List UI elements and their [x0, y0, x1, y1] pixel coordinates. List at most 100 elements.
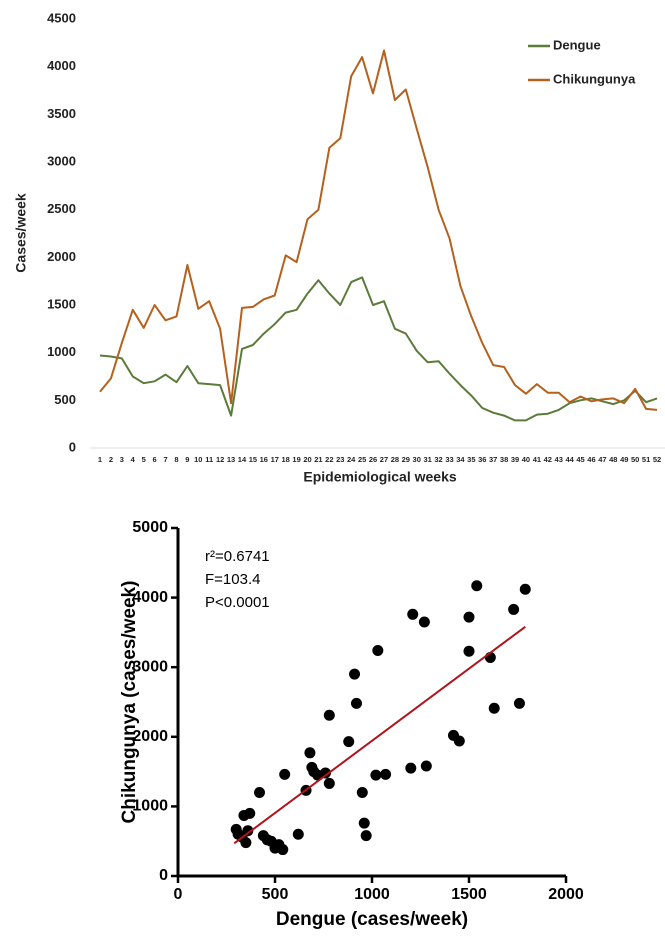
x-tick-label: 44	[565, 455, 574, 464]
point	[463, 645, 475, 657]
x-tick-label: 36	[478, 455, 486, 464]
x-tick-label: 20	[303, 455, 311, 464]
y-tick-label: 2500	[47, 201, 76, 216]
point	[370, 769, 382, 781]
y-axis-title: Chikungunya (cases/week)	[119, 581, 140, 824]
x-tick-label: 42	[544, 455, 552, 464]
x-tick-label: 23	[336, 455, 344, 464]
x-tick-label: 2	[109, 455, 113, 464]
x-tick-label: 14	[238, 455, 247, 464]
x-tick-label: 19	[292, 455, 300, 464]
x-tick-label: 26	[369, 455, 377, 464]
x-tick-label: 7	[163, 455, 167, 464]
x-tick-label: 13	[227, 455, 235, 464]
x-tick-label: 11	[205, 455, 213, 464]
point	[323, 777, 335, 789]
x-tick-label: 49	[620, 455, 628, 464]
y-tick-label: 4000	[132, 589, 168, 606]
point	[380, 768, 392, 780]
y-tick-label: 0	[69, 439, 76, 454]
point	[242, 825, 254, 837]
x-tick-label: 29	[402, 455, 410, 464]
x-tick-label: 6	[153, 455, 157, 464]
x-tick-label: 48	[609, 455, 617, 464]
y-tick-label: 4000	[47, 58, 76, 73]
annotation: P<0.0001	[205, 594, 270, 611]
x-axis-title: Epidemiological weeks	[303, 469, 456, 485]
x-tick-label: 10	[194, 455, 202, 464]
point	[358, 817, 370, 829]
point	[453, 735, 465, 747]
x-tick-label: 1500	[451, 886, 487, 903]
x-tick-label: 9	[185, 455, 189, 464]
annotation: F=103.4	[205, 571, 260, 588]
y-tick-label: 5000	[132, 519, 168, 536]
point	[513, 697, 525, 709]
point	[319, 767, 331, 779]
y-axis-title: Cases/week	[13, 193, 29, 273]
x-tick-label: 500	[262, 886, 289, 903]
x-tick-label: 2000	[548, 886, 584, 903]
x-tick-label: 0	[174, 886, 183, 903]
x-tick-label: 5	[142, 455, 146, 464]
x-tick-label: 16	[260, 455, 268, 464]
x-tick-label: 3	[120, 455, 124, 464]
point	[349, 668, 361, 680]
x-tick-label: 51	[642, 455, 650, 464]
x-tick-label: 34	[456, 455, 465, 464]
point	[343, 736, 355, 748]
y-tick-label: 0	[159, 867, 168, 884]
point	[244, 807, 256, 819]
point	[508, 603, 520, 615]
x-tick-label: 15	[249, 455, 257, 464]
x-tick-label: 24	[347, 455, 356, 464]
x-tick-label: 17	[271, 455, 279, 464]
x-tick-label: 37	[489, 455, 497, 464]
point	[240, 837, 252, 849]
legend-label: Dengue	[553, 37, 601, 52]
x-tick-label: 50	[631, 455, 639, 464]
x-tick-label: 43	[555, 455, 563, 464]
point	[350, 697, 362, 709]
point	[471, 580, 483, 592]
x-tick-label: 40	[522, 455, 530, 464]
x-axis-title: Dengue (cases/week)	[276, 909, 468, 930]
x-tick-label: 32	[434, 455, 442, 464]
y-tick-label: 2000	[132, 728, 168, 745]
point	[304, 747, 316, 759]
x-tick-label: 4	[131, 455, 136, 464]
y-tick-label: 1500	[47, 296, 76, 311]
trend-line	[233, 626, 526, 845]
y-tick-label: 4500	[47, 10, 76, 25]
x-tick-label: 46	[587, 455, 595, 464]
point	[405, 762, 417, 774]
point	[372, 644, 384, 656]
series-line	[99, 49, 658, 411]
x-tick-label: 47	[598, 455, 606, 464]
x-tick-label: 27	[380, 455, 388, 464]
x-tick-label: 52	[653, 455, 661, 464]
point	[360, 830, 372, 842]
y-tick-label: 1000	[47, 344, 76, 359]
point	[407, 608, 419, 620]
x-tick-label: 22	[325, 455, 333, 464]
x-tick-label: 1000	[354, 886, 390, 903]
point	[420, 760, 432, 772]
x-tick-label: 35	[467, 455, 475, 464]
x-tick-label: 1	[98, 455, 102, 464]
x-tick-label: 41	[533, 455, 541, 464]
x-tick-label: 38	[500, 455, 508, 464]
point	[277, 844, 289, 856]
point	[463, 611, 475, 623]
x-tick-label: 21	[314, 455, 322, 464]
x-tick-label: 39	[511, 455, 519, 464]
point	[418, 616, 430, 628]
x-tick-label: 45	[576, 455, 584, 464]
point	[356, 786, 368, 798]
point	[519, 583, 531, 595]
point	[488, 702, 500, 714]
y-tick-label: 3000	[132, 658, 168, 675]
x-tick-label: 28	[391, 455, 399, 464]
x-tick-label: 12	[216, 455, 224, 464]
